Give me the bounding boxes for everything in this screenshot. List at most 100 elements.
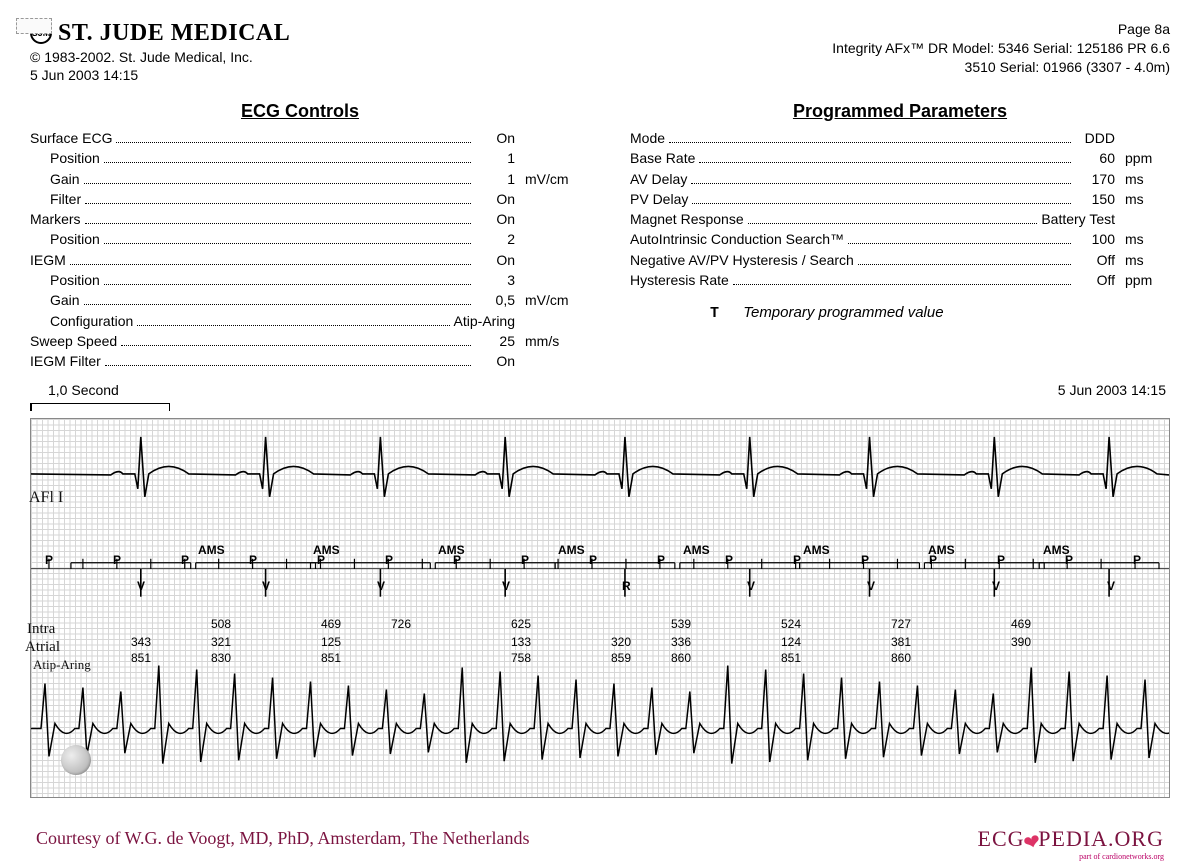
handwriting-intra: Intra — [27, 621, 55, 638]
dot-leader — [669, 142, 1071, 143]
strip-label: 758 — [511, 651, 531, 665]
strip-label: 625 — [511, 617, 531, 631]
strip-label: 469 — [1011, 617, 1031, 631]
strip-label: P — [997, 553, 1005, 567]
dot-leader — [84, 304, 471, 305]
param-row: Base Rate60ppm — [630, 148, 1170, 168]
param-label: Mode — [630, 128, 665, 148]
strip-label: AMS — [683, 543, 710, 557]
strip-label: V — [747, 579, 755, 593]
dot-leader — [699, 162, 1071, 163]
strip-label: AMS — [198, 543, 225, 557]
scan-artifact-box — [16, 18, 52, 34]
param-row: IEGMOn — [30, 250, 570, 270]
param-value: On — [475, 209, 515, 229]
ecg-controls-column: ECG Controls Surface ECG On Position 1Gain 1… — [30, 101, 570, 372]
device-info: Page 8a Integrity AFx™ DR Model: 5346 Se… — [832, 20, 1170, 77]
strip-label: V — [867, 579, 875, 593]
strip-label: P — [181, 553, 189, 567]
strip-label: 851 — [131, 651, 151, 665]
dot-leader — [692, 203, 1071, 204]
strip-label: 125 — [321, 635, 341, 649]
dot-leader — [691, 183, 1071, 184]
param-value: 25 — [475, 331, 515, 351]
param-row: Position 1 — [30, 148, 570, 168]
param-label: Gain — [30, 169, 80, 189]
strip-label: V — [262, 579, 270, 593]
page-container: SJM ST. JUDE MEDICAL © 1983-2002. St. Ju… — [0, 0, 1200, 862]
device-line1: Integrity AFx™ DR Model: 5346 Serial: 12… — [832, 39, 1170, 58]
param-unit: ms — [1115, 250, 1170, 270]
param-value: 1 — [475, 148, 515, 168]
strip-label: 524 — [781, 617, 801, 631]
param-value: Battery Test — [1041, 209, 1115, 229]
print-datetime: 5 Jun 2003 14:15 — [30, 67, 290, 83]
strip-label: V — [1107, 579, 1115, 593]
strip-label: V — [377, 579, 385, 593]
site-logo-b: PEDIA.ORG — [1038, 826, 1164, 851]
param-label: Surface ECG — [30, 128, 112, 148]
ecg-controls-title: ECG Controls — [30, 101, 570, 122]
param-value: On — [475, 250, 515, 270]
temporary-marker: T — [710, 305, 739, 322]
dot-leader — [733, 284, 1071, 285]
param-row: IEGM FilterOn — [30, 351, 570, 371]
site-logo-a: ECG — [978, 826, 1025, 851]
param-value: Off — [1075, 250, 1115, 270]
param-row: Magnet ResponseBattery Test — [630, 209, 1170, 229]
param-value: 100 — [1075, 229, 1115, 249]
strip-label: 381 — [891, 635, 911, 649]
strip-label: P — [589, 553, 597, 567]
param-value: 170 — [1075, 169, 1115, 189]
strip-label: 539 — [671, 617, 691, 631]
temporary-note-text: Temporary programmed value — [743, 304, 943, 321]
strip-label: 859 — [611, 651, 631, 665]
param-row: Sweep Speed25mm/s — [30, 331, 570, 351]
param-value: DDD — [1075, 128, 1115, 148]
strip-label: 860 — [891, 651, 911, 665]
dot-leader — [121, 345, 471, 346]
dot-leader — [848, 243, 1071, 244]
strip-label: 336 — [671, 635, 691, 649]
programmed-title: Programmed Parameters — [630, 101, 1170, 122]
strip-label: 726 — [391, 617, 411, 631]
dot-leader — [748, 223, 1038, 224]
strip-label: P — [929, 553, 937, 567]
param-row: Hysteresis RateOffppm — [630, 270, 1170, 290]
dot-leader — [104, 162, 471, 163]
ecg-waveform-svg — [31, 419, 1169, 798]
param-label: Configuration — [30, 311, 133, 331]
param-label: Position — [30, 148, 100, 168]
strip-label: 321 — [211, 635, 231, 649]
temporary-note: T Temporary programmed value — [630, 304, 1170, 322]
scale-bracket-icon — [30, 403, 170, 411]
strip-label: P — [1065, 553, 1073, 567]
strip-label: 469 — [321, 617, 341, 631]
strip-label: P — [725, 553, 733, 567]
param-value: On — [475, 189, 515, 209]
punch-hole-icon — [61, 745, 91, 775]
strip-label: P — [453, 553, 461, 567]
strip-label: P — [45, 553, 53, 567]
param-label: Markers — [30, 209, 81, 229]
strip-label: P — [317, 553, 325, 567]
strip-datetime: 5 Jun 2003 14:15 — [1058, 382, 1170, 398]
dot-leader — [104, 284, 471, 285]
dot-leader — [116, 142, 471, 143]
param-unit: ms — [1115, 189, 1170, 209]
time-scale: 1,0 Second 5 Jun 2003 14:15 — [30, 382, 1170, 414]
strip-label: 851 — [321, 651, 341, 665]
handwriting-atrial: Atrial — [25, 639, 60, 656]
param-label: Filter — [30, 189, 81, 209]
param-value: Atip-Aring — [454, 311, 515, 331]
strip-label: P — [793, 553, 801, 567]
dot-leader — [84, 183, 471, 184]
param-value: 150 — [1075, 189, 1115, 209]
dot-leader — [104, 243, 471, 244]
param-unit: ms — [1115, 169, 1170, 189]
strip-label: P — [113, 553, 121, 567]
handwriting-lead: AFl I — [29, 489, 63, 507]
param-value: 2 — [475, 229, 515, 249]
param-label: Position — [30, 270, 100, 290]
strip-label: 124 — [781, 635, 801, 649]
